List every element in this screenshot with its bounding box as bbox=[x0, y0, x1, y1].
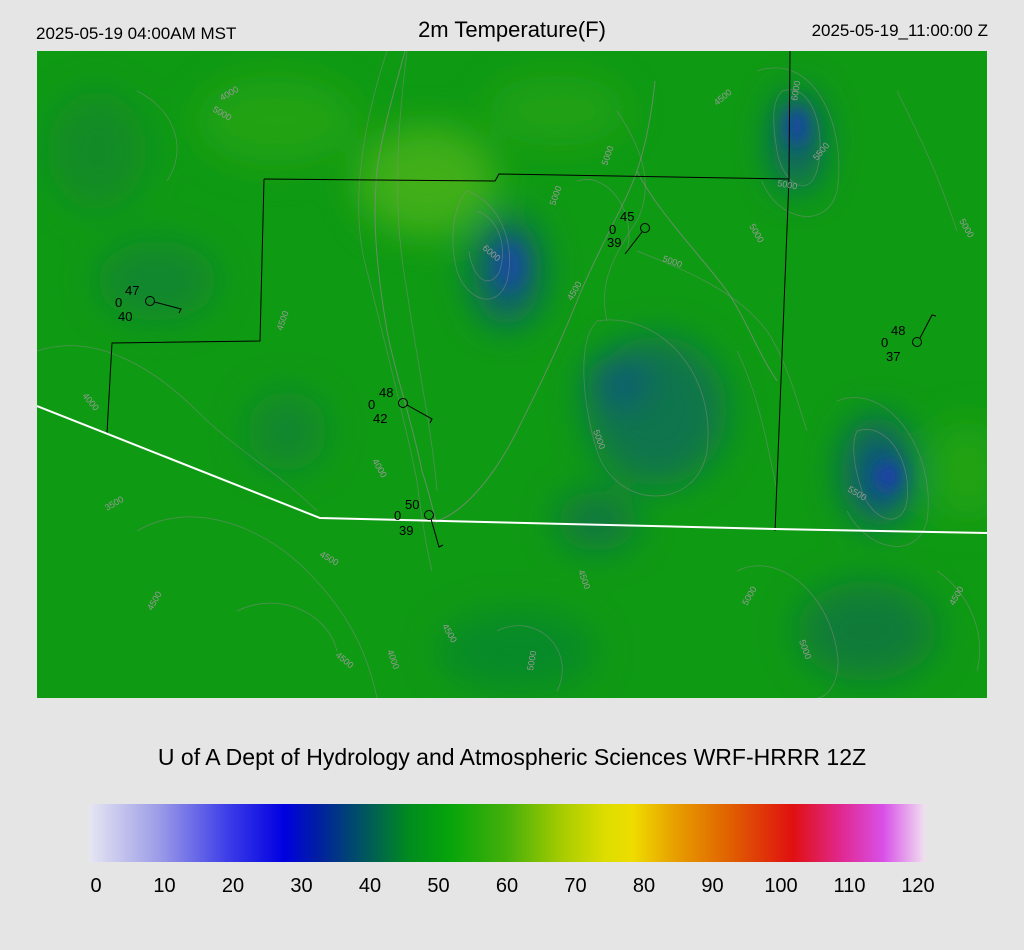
station-dewpoint: 42 bbox=[373, 411, 387, 426]
colorbar-tick-label: 20 bbox=[221, 875, 245, 897]
contour-label: 5000 bbox=[525, 650, 538, 671]
station-plot: 50 0 39 bbox=[394, 497, 444, 548]
colorbar-tick-label: 90 bbox=[701, 875, 724, 897]
colorbar-tick-label: 100 bbox=[764, 875, 798, 897]
colorbar-tick-label: 30 bbox=[290, 875, 313, 897]
colorbar-tick-labels: 0 10 20 30 40 50 60 70 80 90 100 110 120 bbox=[0, 875, 1024, 905]
station-cloud-cover: 0 bbox=[881, 335, 888, 350]
contour-label: 5000 bbox=[777, 178, 798, 191]
station-temperature: 48 bbox=[891, 323, 905, 338]
rivers bbox=[374, 51, 778, 524]
station-plot: 48 0 42 bbox=[368, 385, 433, 426]
colorbar-tick-label: 0 bbox=[90, 875, 102, 897]
station-plot: 47 0 40 bbox=[115, 283, 182, 324]
colorbar-tick-label: 70 bbox=[564, 875, 587, 897]
map-header: 2025-05-19 04:00AM MST 2m Temperature(F)… bbox=[0, 0, 1024, 50]
station-dewpoint: 39 bbox=[607, 235, 621, 250]
model-credit: U of A Dept of Hydrology and Atmospheric… bbox=[157, 744, 867, 770]
temperature-map: 5000 4000 6000 5000 5000 5000 4500 6000 … bbox=[37, 51, 987, 698]
valid-time-utc: 2025-05-19_11:00:00 Z bbox=[811, 21, 988, 40]
valid-time-local: 2025-05-19 04:00AM MST bbox=[36, 24, 237, 43]
station-plot: 48 0 37 bbox=[881, 314, 937, 364]
station-dewpoint: 40 bbox=[118, 309, 132, 324]
station-temperature: 45 bbox=[620, 209, 634, 224]
station-cloud-cover: 0 bbox=[368, 397, 375, 412]
station-cloud-cover: 0 bbox=[609, 222, 616, 237]
station-plot: 45 0 39 bbox=[607, 209, 650, 255]
station-temperature: 48 bbox=[379, 385, 393, 400]
colorbar-tick-label: 10 bbox=[153, 875, 176, 897]
contour-label: 6000 bbox=[789, 80, 802, 101]
colorbar-tick-label: 110 bbox=[833, 875, 866, 897]
county-boundaries bbox=[106, 51, 791, 532]
state-boundary bbox=[37, 405, 987, 534]
colorbar-tick-label: 120 bbox=[901, 875, 935, 897]
colorbar-tick-label: 80 bbox=[632, 875, 656, 897]
station-plots: 47 0 40 45 0 39 48 0 42 50 bbox=[115, 209, 937, 548]
station-cloud-cover: 0 bbox=[115, 295, 122, 310]
temperature-field: 5000 4000 6000 5000 5000 5000 4500 6000 … bbox=[37, 51, 987, 698]
station-temperature: 47 bbox=[125, 283, 139, 298]
colorbar-tick-label: 60 bbox=[495, 875, 519, 897]
colorbar-tick-label: 40 bbox=[358, 875, 382, 897]
map-title: 2m Temperature(F) bbox=[418, 17, 606, 42]
temperature-colorbar bbox=[89, 804, 925, 862]
colorbar-tick-label: 50 bbox=[427, 875, 450, 897]
station-temperature: 50 bbox=[405, 497, 419, 512]
elevation-contours bbox=[37, 51, 980, 698]
station-dewpoint: 37 bbox=[886, 349, 900, 364]
station-dewpoint: 39 bbox=[399, 523, 413, 538]
station-cloud-cover: 0 bbox=[394, 508, 401, 523]
